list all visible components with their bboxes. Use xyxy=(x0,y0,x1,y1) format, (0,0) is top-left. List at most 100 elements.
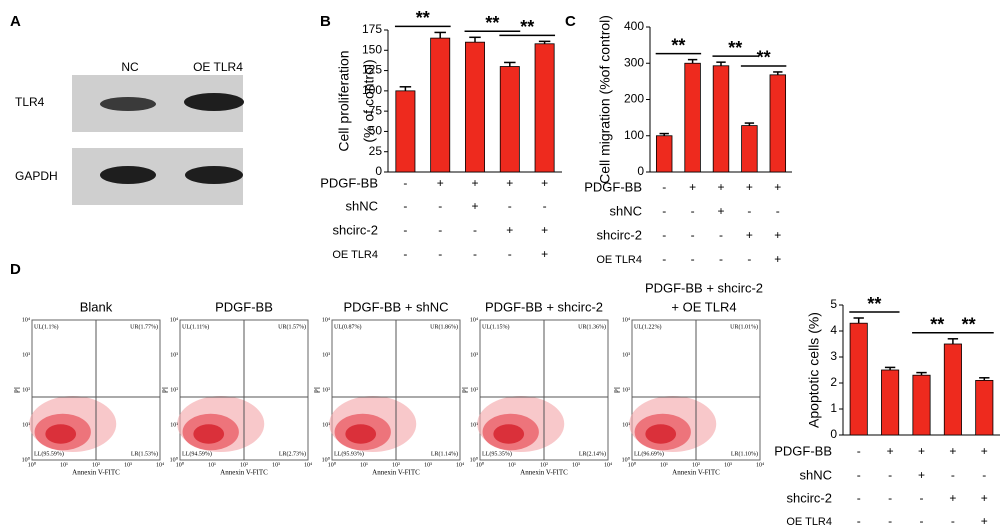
treatment-sign: + xyxy=(746,228,753,242)
flow-cloud xyxy=(45,424,77,444)
treatment-sign: + xyxy=(506,176,513,190)
flow-tick-label: 10² xyxy=(322,387,330,393)
quadrant-label: LL(95.35%) xyxy=(482,450,512,457)
flow-tick-label: 10⁴ xyxy=(304,462,312,468)
flow-tick-label: 10³ xyxy=(424,462,432,468)
bar xyxy=(741,125,758,173)
treatment-sign: - xyxy=(508,199,512,213)
flow-x-label: Annexin V-FITC xyxy=(672,469,720,477)
treatment-sign: - xyxy=(857,444,861,458)
flow-tick-label: 10³ xyxy=(724,462,732,468)
flow-tick-label: 10² xyxy=(692,462,700,468)
bar xyxy=(430,37,451,173)
flow-tick-label: 10⁰ xyxy=(622,456,631,463)
y-tick-label: 0 xyxy=(637,164,644,178)
treatment-sign: - xyxy=(691,204,695,218)
quadrant-label: LR(1.14%) xyxy=(431,450,458,457)
flow-tick-label: 10³ xyxy=(124,462,132,468)
flow-tick-label: 10¹ xyxy=(660,462,668,468)
quadrant-label: UR(1.57%) xyxy=(278,323,306,330)
treatment-sign: - xyxy=(473,223,477,237)
bar xyxy=(912,374,931,436)
treatment-sign: - xyxy=(508,247,512,261)
quadrant-label: LR(1.53%) xyxy=(131,450,158,457)
blot-band xyxy=(184,93,244,111)
quadrant-label: UL(0.87%) xyxy=(334,323,362,330)
treatment-sign: - xyxy=(857,491,861,505)
flow-y-label: PI xyxy=(14,386,22,393)
flow-tick-label: 10¹ xyxy=(60,462,68,468)
flow-tick-label: 10³ xyxy=(272,462,280,468)
panel-label: B xyxy=(320,13,331,30)
treatment-sign: + xyxy=(437,176,444,190)
treatment-sign: - xyxy=(888,514,892,528)
flow-y-label: PI xyxy=(614,386,622,393)
flow-tick-label: 10³ xyxy=(22,352,30,358)
y-tick-label: 125 xyxy=(362,63,382,77)
flow-tick-label: 10⁰ xyxy=(322,456,331,463)
y-tick-label: 400 xyxy=(624,19,644,33)
quadrant-label: LR(1.10%) xyxy=(731,450,758,457)
treatment-label: shcirc-2 xyxy=(332,222,378,237)
treatment-sign: - xyxy=(920,491,924,505)
treatment-sign: - xyxy=(662,180,666,194)
treatment-sign: + xyxy=(717,204,724,218)
treatment-sign: - xyxy=(747,252,751,266)
flow-x-label: Annexin V-FITC xyxy=(72,469,120,477)
bar xyxy=(881,369,900,436)
flow-tick-label: 10² xyxy=(92,462,100,468)
flow-title: + OE TLR4 xyxy=(671,299,736,314)
flow-tick-label: 10² xyxy=(22,387,30,393)
blot-column: NC xyxy=(121,60,139,74)
flow-x-label: Annexin V-FITC xyxy=(220,469,268,477)
significance-label: ** xyxy=(485,13,499,33)
y-axis-label: (% of control) xyxy=(361,59,377,142)
panel-label: D xyxy=(10,261,21,278)
flow-tick-label: 10² xyxy=(392,462,400,468)
blot-band xyxy=(185,166,243,184)
flow-tick-label: 10² xyxy=(240,462,248,468)
flow-title: PDGF-BB + shcirc-2 xyxy=(485,299,603,314)
treatment-sign: + xyxy=(471,176,478,190)
quadrant-label: UL(1.1%) xyxy=(34,323,59,330)
treatment-sign: - xyxy=(438,199,442,213)
treatment-sign: + xyxy=(774,252,781,266)
flow-tick-label: 10⁰ xyxy=(476,461,485,468)
treatment-sign: - xyxy=(857,514,861,528)
flow-tick-label: 10¹ xyxy=(360,462,368,468)
y-tick-label: 5 xyxy=(830,297,837,311)
flow-title: PDGF-BB + shcirc-2 xyxy=(645,280,763,295)
y-axis-label: Apoptotic cells (%) xyxy=(806,312,822,428)
treatment-sign: + xyxy=(981,444,988,458)
treatment-label: shNC xyxy=(345,198,378,213)
flow-tick-label: 10⁴ xyxy=(456,462,464,468)
y-tick-label: 150 xyxy=(362,42,382,56)
y-tick-label: 25 xyxy=(369,144,383,158)
flow-title: PDGF-BB xyxy=(215,299,273,314)
blot-band xyxy=(100,166,156,184)
quadrant-label: UL(1.15%) xyxy=(482,323,510,330)
quadrant-label: LL(95.93%) xyxy=(334,450,364,457)
treatment-sign: - xyxy=(719,252,723,266)
quadrant-label: LR(2.73%) xyxy=(279,450,306,457)
treatment-label: OE TLR4 xyxy=(596,254,642,266)
y-tick-label: 4 xyxy=(830,323,837,337)
significance-label: ** xyxy=(930,315,944,335)
flow-tick-label: 10⁰ xyxy=(328,461,337,468)
treatment-label: OE TLR4 xyxy=(786,516,832,528)
treatment-label: PDGF-BB xyxy=(584,179,642,194)
treatment-label: shNC xyxy=(609,203,642,218)
flow-cloud xyxy=(345,424,377,444)
bar xyxy=(499,66,520,173)
quadrant-label: UR(1.01%) xyxy=(730,323,758,330)
quadrant-label: LR(2.14%) xyxy=(579,450,606,457)
flow-tick-label: 10⁰ xyxy=(628,461,637,468)
treatment-sign: - xyxy=(403,199,407,213)
bar xyxy=(975,379,994,436)
treatment-sign: + xyxy=(774,180,781,194)
treatment-sign: + xyxy=(541,223,548,237)
blot-band xyxy=(100,97,156,111)
flow-tick-label: 10⁰ xyxy=(170,456,179,463)
y-axis-label: Cell migration (%of control) xyxy=(597,15,613,184)
